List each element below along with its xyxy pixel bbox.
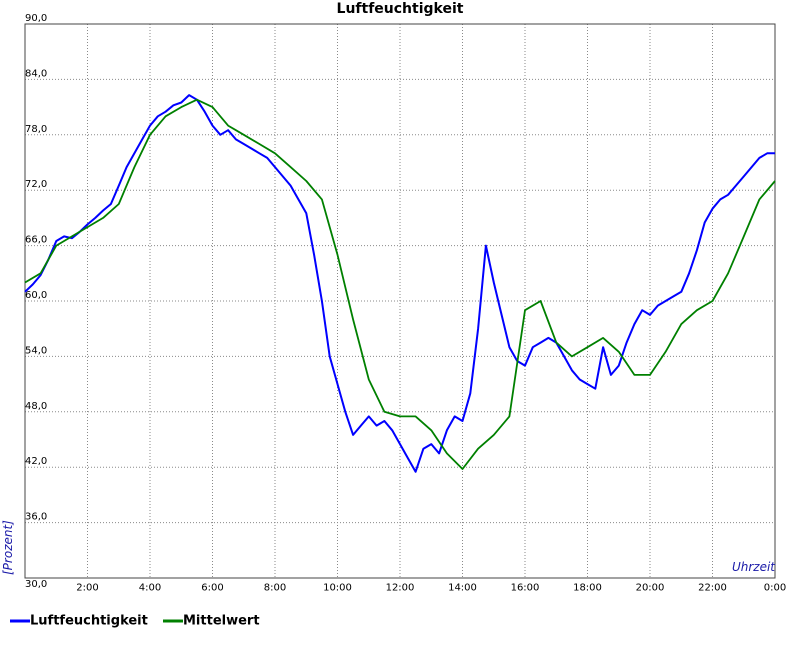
series-line-average — [24, 98, 776, 470]
y-tick-label: 60,0 — [25, 290, 47, 301]
plot-frame — [24, 23, 776, 579]
x-tick-label: 16:00 — [511, 582, 540, 593]
x-tick-label: 6:00 — [201, 582, 223, 593]
x-tick-label: 22:00 — [698, 582, 727, 593]
x-axis-label: Uhrzeit — [732, 560, 776, 574]
y-tick-label: 36,0 — [25, 512, 47, 523]
tick-labels: 2:00 4:00 6:00 8:00 10:00 12:00 14:00 16:00 18:0… — [25, 13, 786, 593]
legend-label: Luftfeuchtigkeit — [30, 614, 148, 629]
y-tick-label: 42,0 — [25, 456, 47, 467]
x-tick-label: 12:00 — [386, 582, 415, 593]
x-tick-label: 14:00 — [448, 582, 477, 593]
y-tick-label: 72,0 — [25, 179, 47, 190]
series-lines — [24, 94, 776, 473]
x-tick-label: 4:00 — [139, 582, 161, 593]
y-tick-label: 54,0 — [25, 345, 47, 356]
y-tick-label: 66,0 — [25, 235, 47, 246]
y-tick-label: 90,0 — [25, 13, 47, 24]
legend-label: Mittelwert — [183, 614, 260, 629]
series-line-humidity — [24, 94, 775, 473]
x-tick-label: 0:00 — [764, 582, 786, 593]
y-tick-label: 84,0 — [25, 68, 47, 79]
legend: Luftfeuchtigkeit Mittelwert — [10, 614, 260, 629]
y-tick-label: 30,0 — [25, 579, 47, 590]
grid — [25, 24, 775, 578]
y-axis-label: [Prozent] — [1, 520, 15, 575]
x-tick-label: 20:00 — [636, 582, 665, 593]
x-tick-label: 18:00 — [573, 582, 602, 593]
y-tick-label: 48,0 — [25, 401, 47, 412]
x-tick-label: 8:00 — [264, 582, 286, 593]
chart-title: Luftfeuchtigkeit — [337, 1, 464, 17]
y-tick-label: 78,0 — [25, 124, 47, 135]
x-tick-label: 2:00 — [76, 582, 98, 593]
x-tick-label: 10:00 — [323, 582, 352, 593]
